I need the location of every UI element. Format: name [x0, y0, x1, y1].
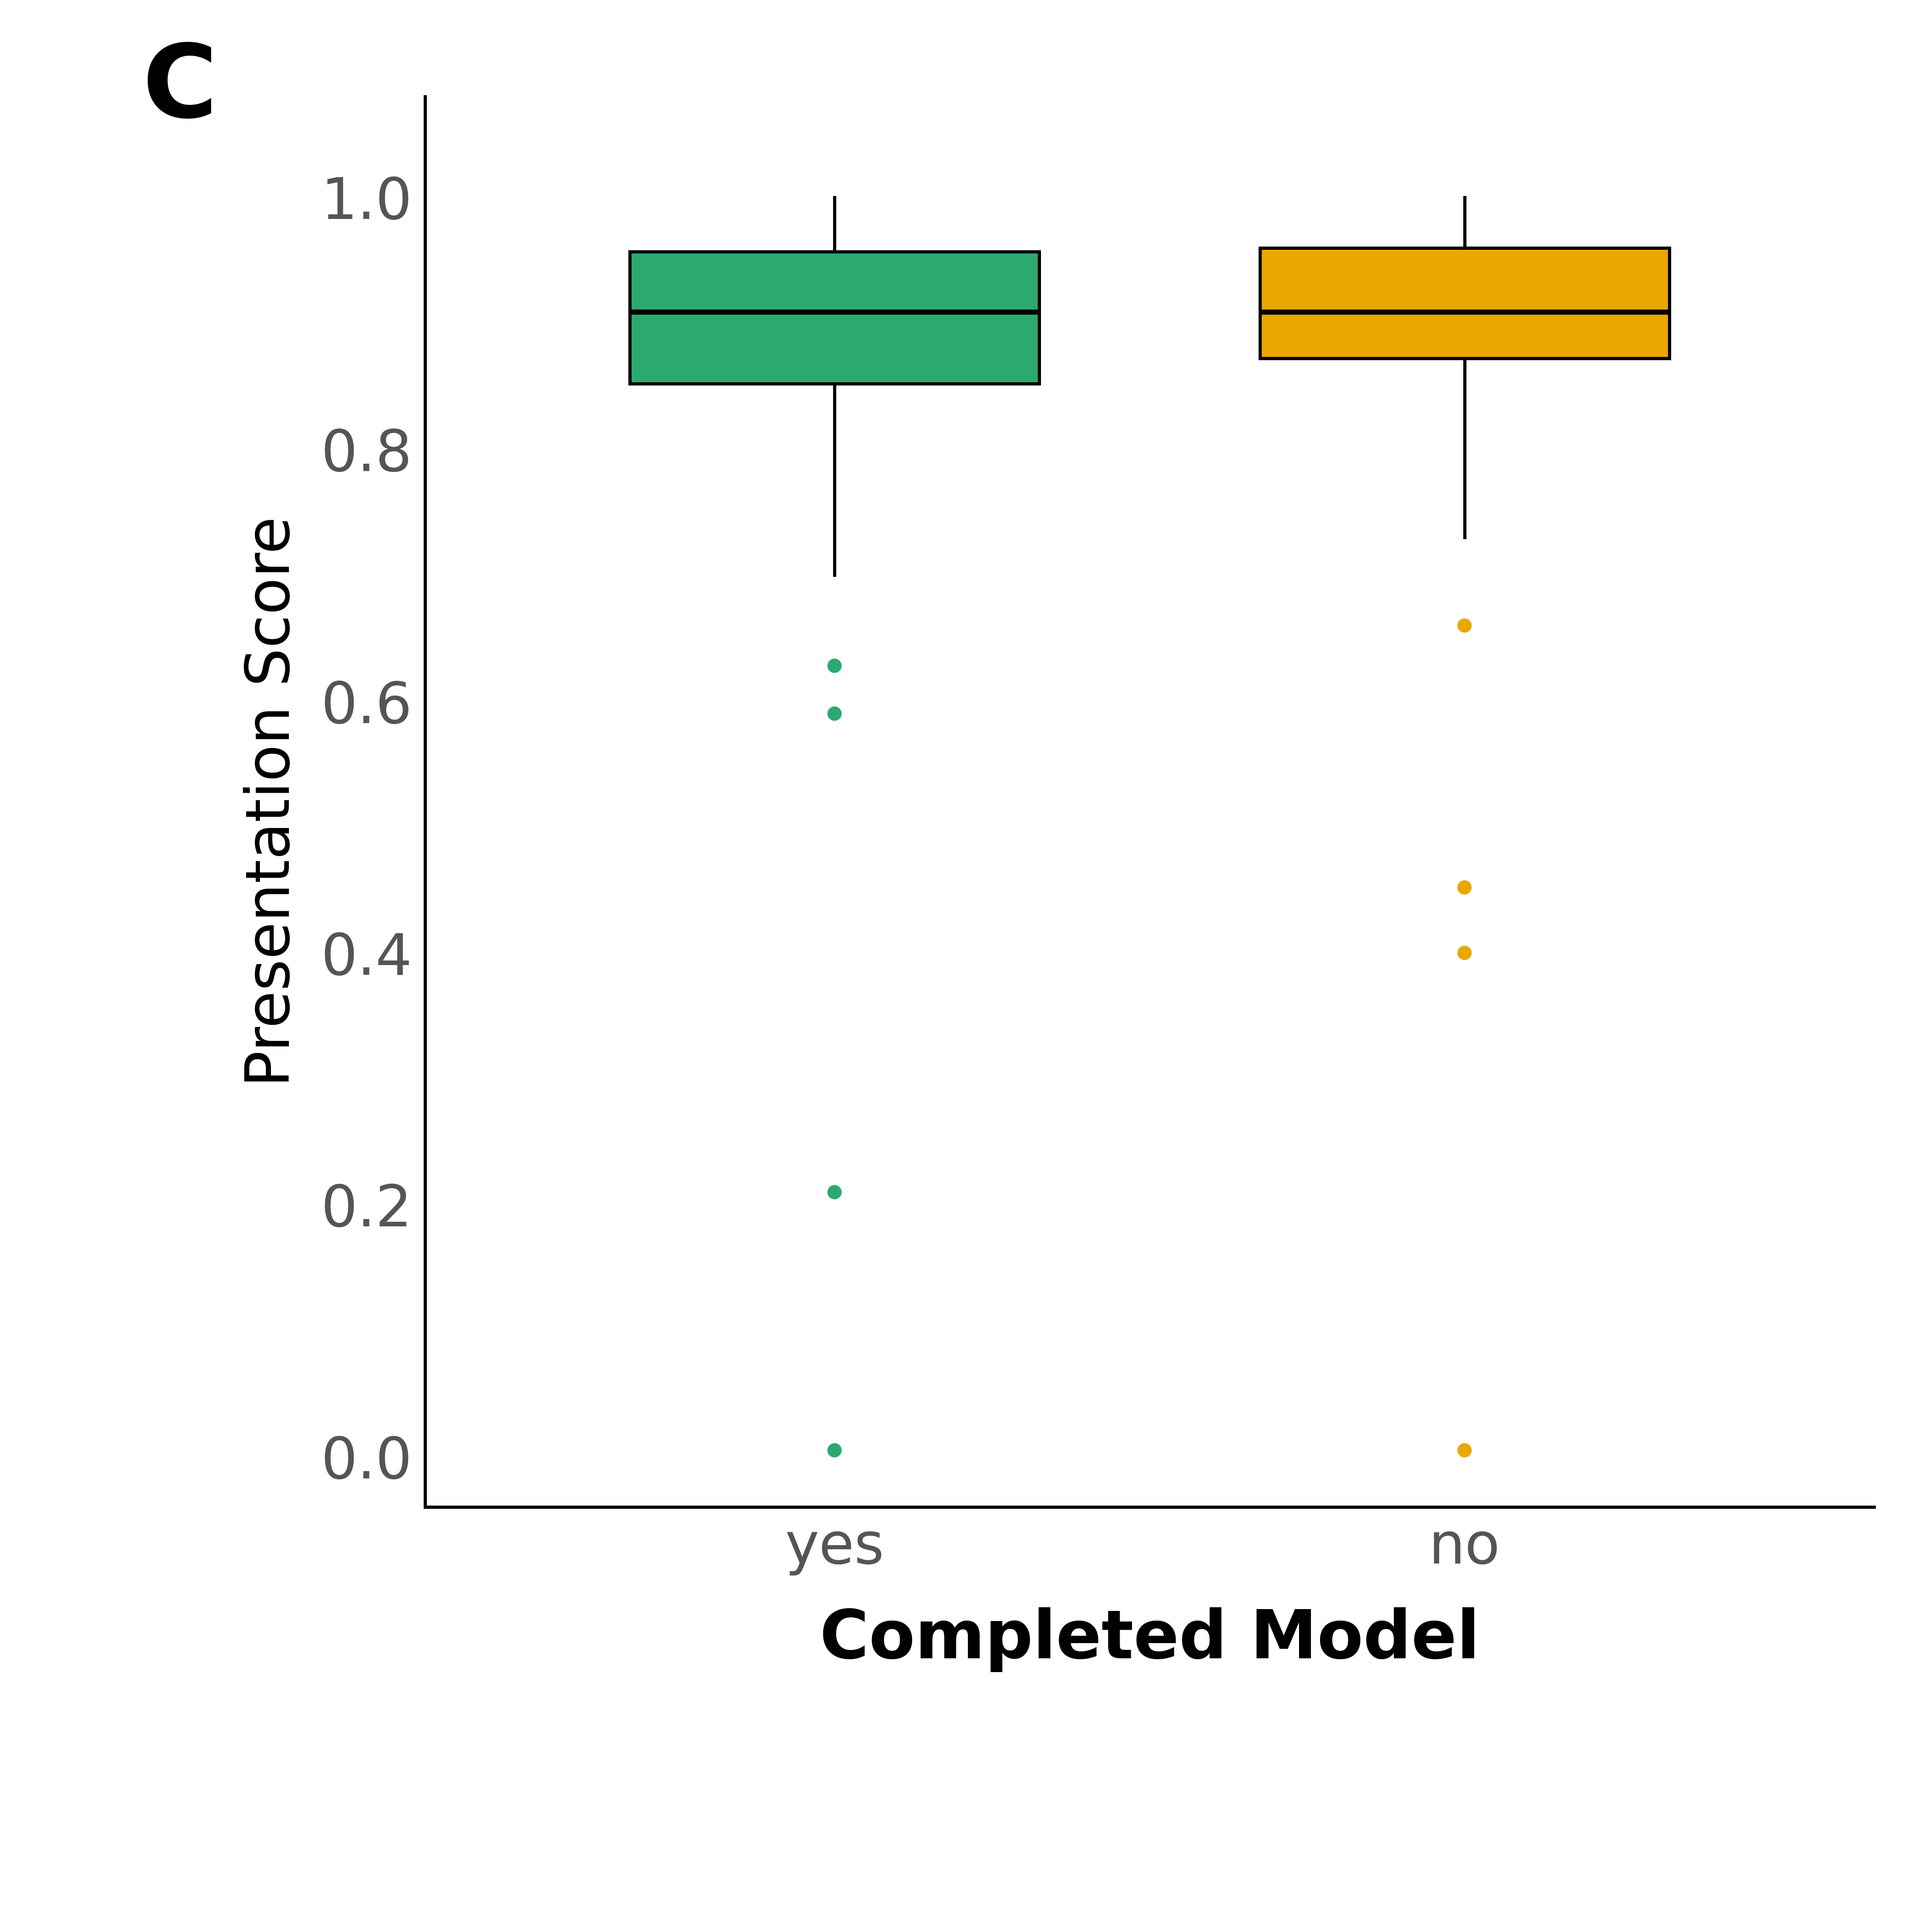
Point — [1449, 871, 1480, 902]
FancyBboxPatch shape — [630, 251, 1039, 384]
X-axis label: Completed Model: Completed Model — [819, 1607, 1480, 1673]
Point — [1449, 611, 1480, 641]
Y-axis label: Presentation Score: Presentation Score — [243, 516, 301, 1088]
FancyBboxPatch shape — [1260, 247, 1669, 359]
Point — [819, 1435, 850, 1466]
Text: C: C — [143, 41, 218, 139]
Point — [1449, 1435, 1480, 1466]
Point — [1449, 937, 1480, 968]
Point — [819, 697, 850, 728]
Point — [819, 651, 850, 682]
Point — [819, 1177, 850, 1208]
